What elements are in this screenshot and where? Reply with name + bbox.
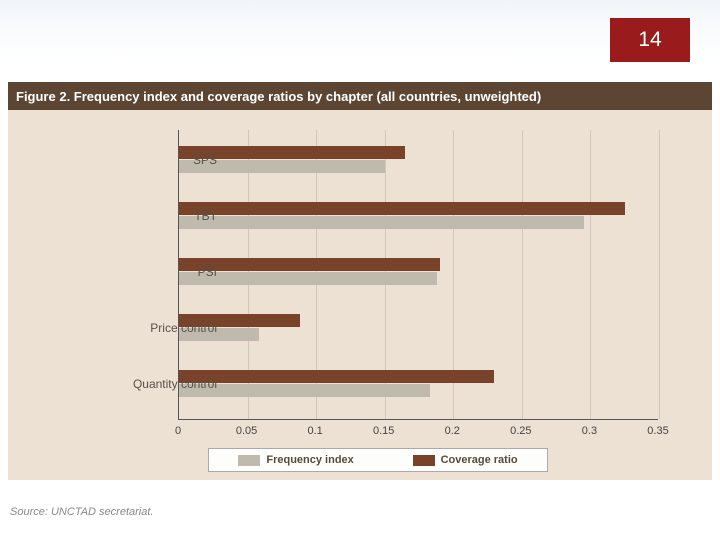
source-text: UNCTAD secretariat. [51, 506, 153, 518]
source-line: Source: UNCTAD secretariat. [10, 506, 153, 518]
bar-coverage [179, 258, 440, 271]
x-tick-label: 0.1 [307, 425, 322, 437]
x-tick-label: 0.35 [647, 425, 668, 437]
x-tick-label: 0 [175, 425, 181, 437]
plot-area [178, 130, 658, 420]
grid-line [659, 130, 660, 419]
figure-title-bar: Figure 2. Frequency index and coverage r… [8, 82, 712, 110]
legend-item-coverage: Coverage ratio [413, 454, 518, 466]
legend: Frequency index Coverage ratio [208, 448, 548, 472]
legend-label-coverage: Coverage ratio [441, 454, 518, 466]
figure-title-text: Figure 2. Frequency index and coverage r… [16, 89, 541, 104]
x-tick-label: 0.3 [582, 425, 597, 437]
category-label: TBT [57, 209, 217, 223]
legend-swatch-frequency [238, 455, 260, 466]
x-tick-label: 0.2 [445, 425, 460, 437]
grid-line [522, 130, 523, 419]
chart-panel: Frequency index Coverage ratio 0 0.05 0.1 0… [8, 110, 712, 480]
grid-line [590, 130, 591, 419]
x-tick-label: 0.15 [373, 425, 394, 437]
page-number-text: 14 [638, 28, 661, 52]
bar-coverage [179, 202, 625, 215]
bar-coverage [179, 370, 494, 383]
bar-frequency [179, 216, 584, 229]
category-label: SPS [57, 153, 217, 167]
legend-item-frequency: Frequency index [238, 454, 353, 466]
page-number-badge: 14 [610, 18, 690, 62]
category-label: Quantity control [57, 377, 217, 391]
category-label: Price control [57, 321, 217, 335]
legend-label-frequency: Frequency index [266, 454, 353, 466]
source-prefix: Source: [10, 506, 48, 518]
x-tick-label: 0.25 [510, 425, 531, 437]
x-tick-label: 0.05 [236, 425, 257, 437]
legend-swatch-coverage [413, 455, 435, 466]
bar-frequency [179, 272, 437, 285]
category-label: PSI [57, 265, 217, 279]
